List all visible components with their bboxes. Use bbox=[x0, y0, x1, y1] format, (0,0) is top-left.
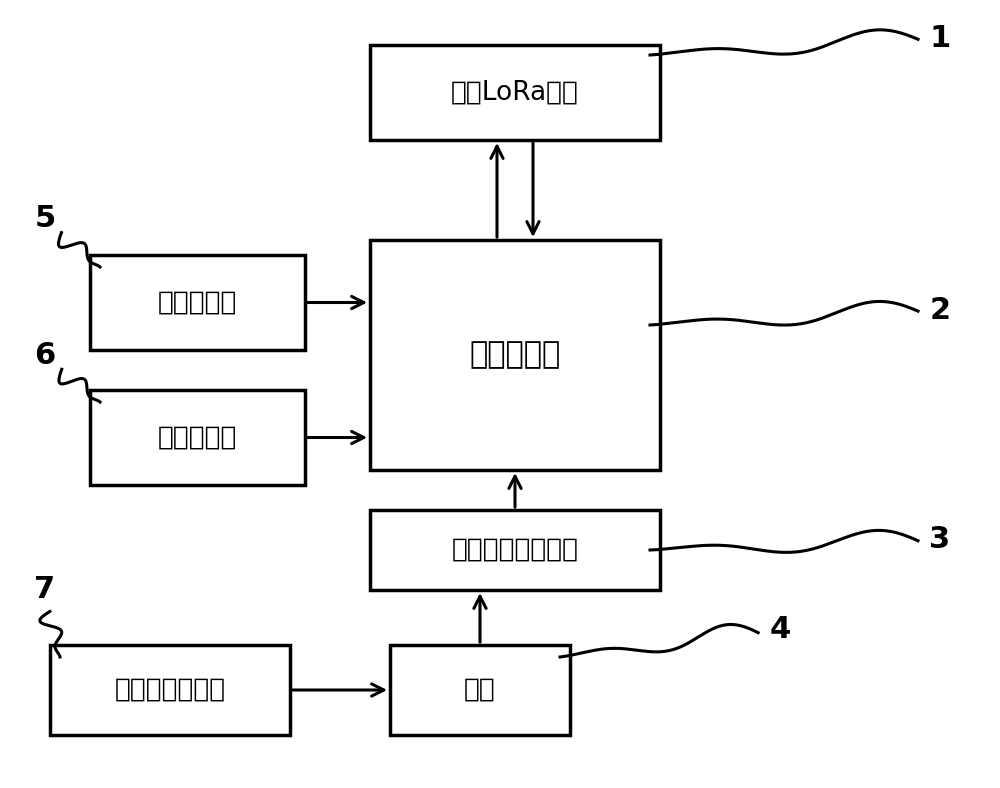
Bar bbox=[90, 390, 305, 485]
Text: 2: 2 bbox=[929, 296, 951, 325]
Bar bbox=[370, 510, 660, 590]
Text: 7: 7 bbox=[34, 575, 56, 604]
Bar bbox=[90, 255, 305, 350]
Text: 4: 4 bbox=[769, 615, 791, 645]
Text: 第一LoRa模块: 第一LoRa模块 bbox=[451, 80, 579, 106]
Text: 小型太阳能模组: 小型太阳能模组 bbox=[114, 677, 226, 703]
Text: 温度传感器: 温度传感器 bbox=[158, 425, 237, 451]
Bar bbox=[390, 645, 570, 735]
Bar bbox=[370, 45, 660, 140]
Text: 3: 3 bbox=[929, 526, 951, 555]
Text: 5: 5 bbox=[34, 203, 56, 232]
Text: 压力传感器: 压力传感器 bbox=[158, 289, 237, 315]
Bar bbox=[50, 645, 290, 735]
Text: 1: 1 bbox=[929, 24, 951, 53]
Text: 第一处理器: 第一处理器 bbox=[469, 340, 561, 370]
Text: 第一电源管理电路: 第一电源管理电路 bbox=[452, 537, 578, 563]
Text: 6: 6 bbox=[34, 340, 56, 370]
Text: 电池: 电池 bbox=[464, 677, 496, 703]
Bar bbox=[370, 240, 660, 470]
